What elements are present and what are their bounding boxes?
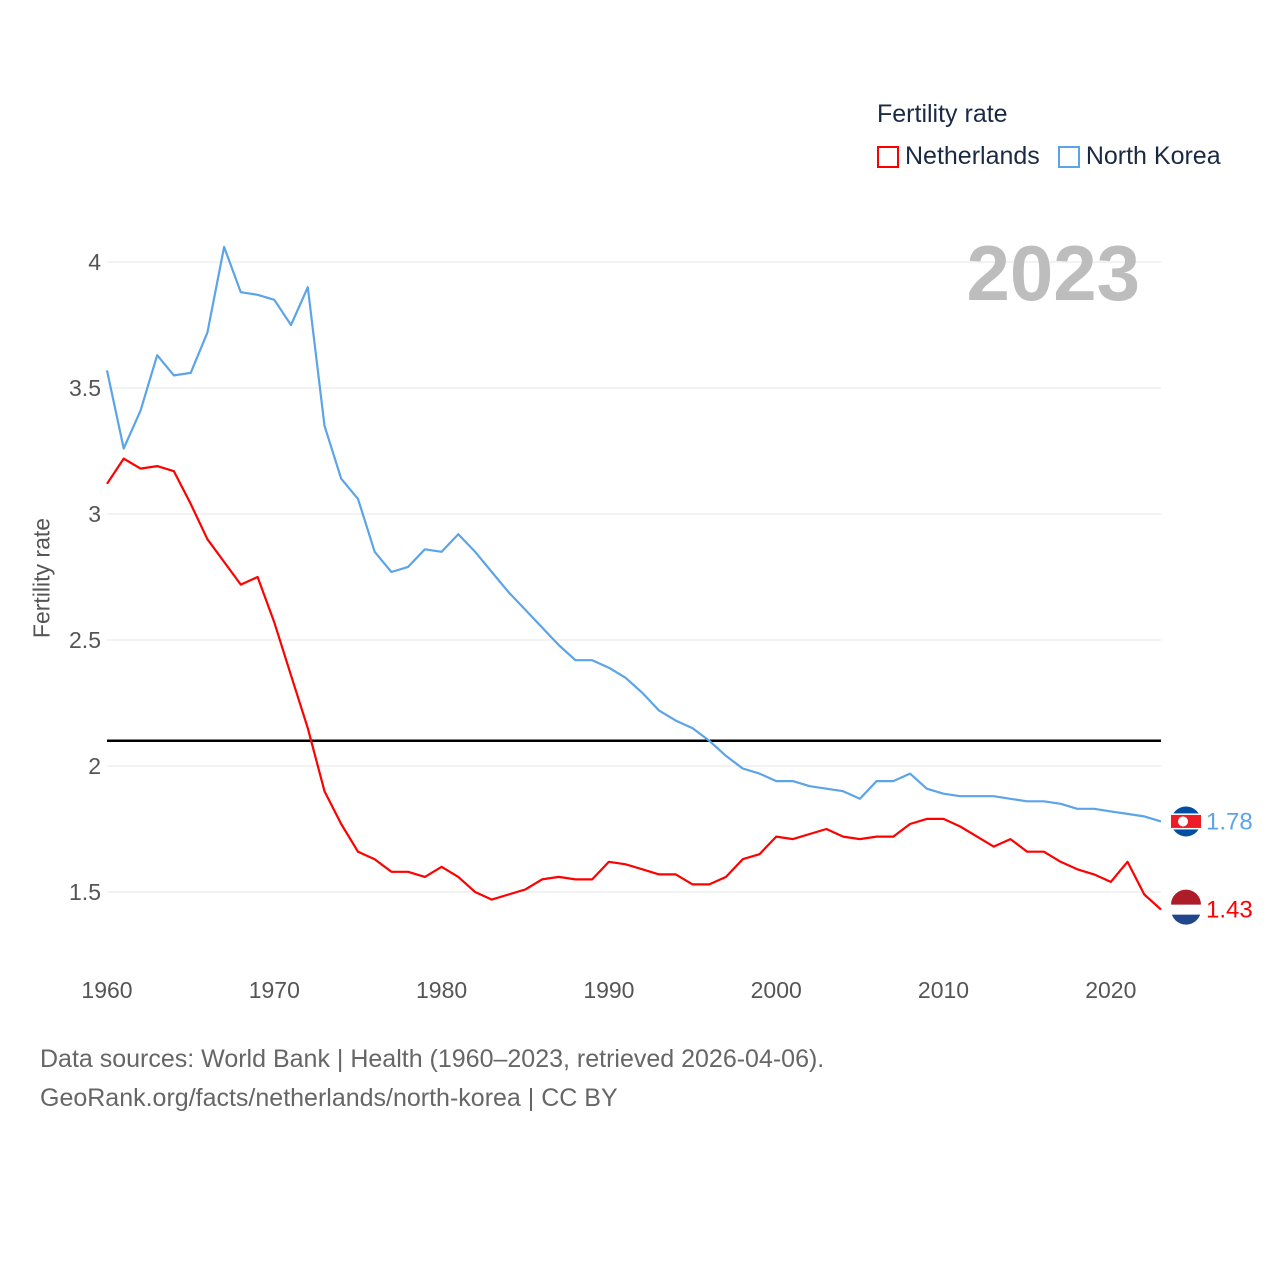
y-tick-label: 4: [88, 249, 101, 275]
flag-stripe: [1171, 904, 1201, 915]
series-line-north-korea: [105, 245, 1162, 823]
x-tick-label: 1970: [249, 977, 300, 1003]
series-line-netherlands: [106, 457, 1162, 911]
y-tick-label: 3: [88, 501, 101, 527]
legend-swatch: [877, 145, 899, 168]
flag-stripe: [1171, 889, 1201, 905]
y-tick-label: 2: [88, 753, 101, 779]
end-value-label: 1.78: [1206, 808, 1253, 835]
legend-item-netherlands[interactable]: Netherlands: [877, 142, 1040, 171]
legend-item-north-korea[interactable]: North Korea: [1057, 142, 1221, 171]
year-label: 2023: [966, 229, 1140, 317]
legend-title: Fertility rate: [877, 100, 1008, 128]
x-tick-label: 1990: [583, 977, 634, 1003]
flag-star-disc: [1178, 816, 1188, 827]
x-tick-label: 1960: [81, 977, 132, 1003]
x-tick-label: 2000: [751, 977, 802, 1003]
credit-link[interactable]: GeoRank.org/facts/netherlands/north-kore…: [40, 1084, 618, 1112]
x-tick-label: 2010: [918, 977, 969, 1003]
x-tick-label: 2020: [1085, 977, 1136, 1003]
source-note: Data sources: World Bank | Health (1960–…: [40, 1045, 825, 1073]
end-value-label: 1.43: [1206, 897, 1253, 924]
legend-label: Netherlands: [905, 142, 1040, 170]
y-tick-label: 2.5: [69, 627, 101, 653]
legend-swatch: [1057, 145, 1080, 168]
y-axis-label: Fertility rate: [28, 517, 55, 639]
y-tick-label: 1.5: [69, 879, 101, 905]
y-tick-label: 3.5: [69, 375, 101, 401]
legend: Netherlands North Korea: [877, 142, 1221, 171]
x-tick-label: 1980: [416, 977, 467, 1003]
legend-label: North Korea: [1085, 142, 1221, 170]
